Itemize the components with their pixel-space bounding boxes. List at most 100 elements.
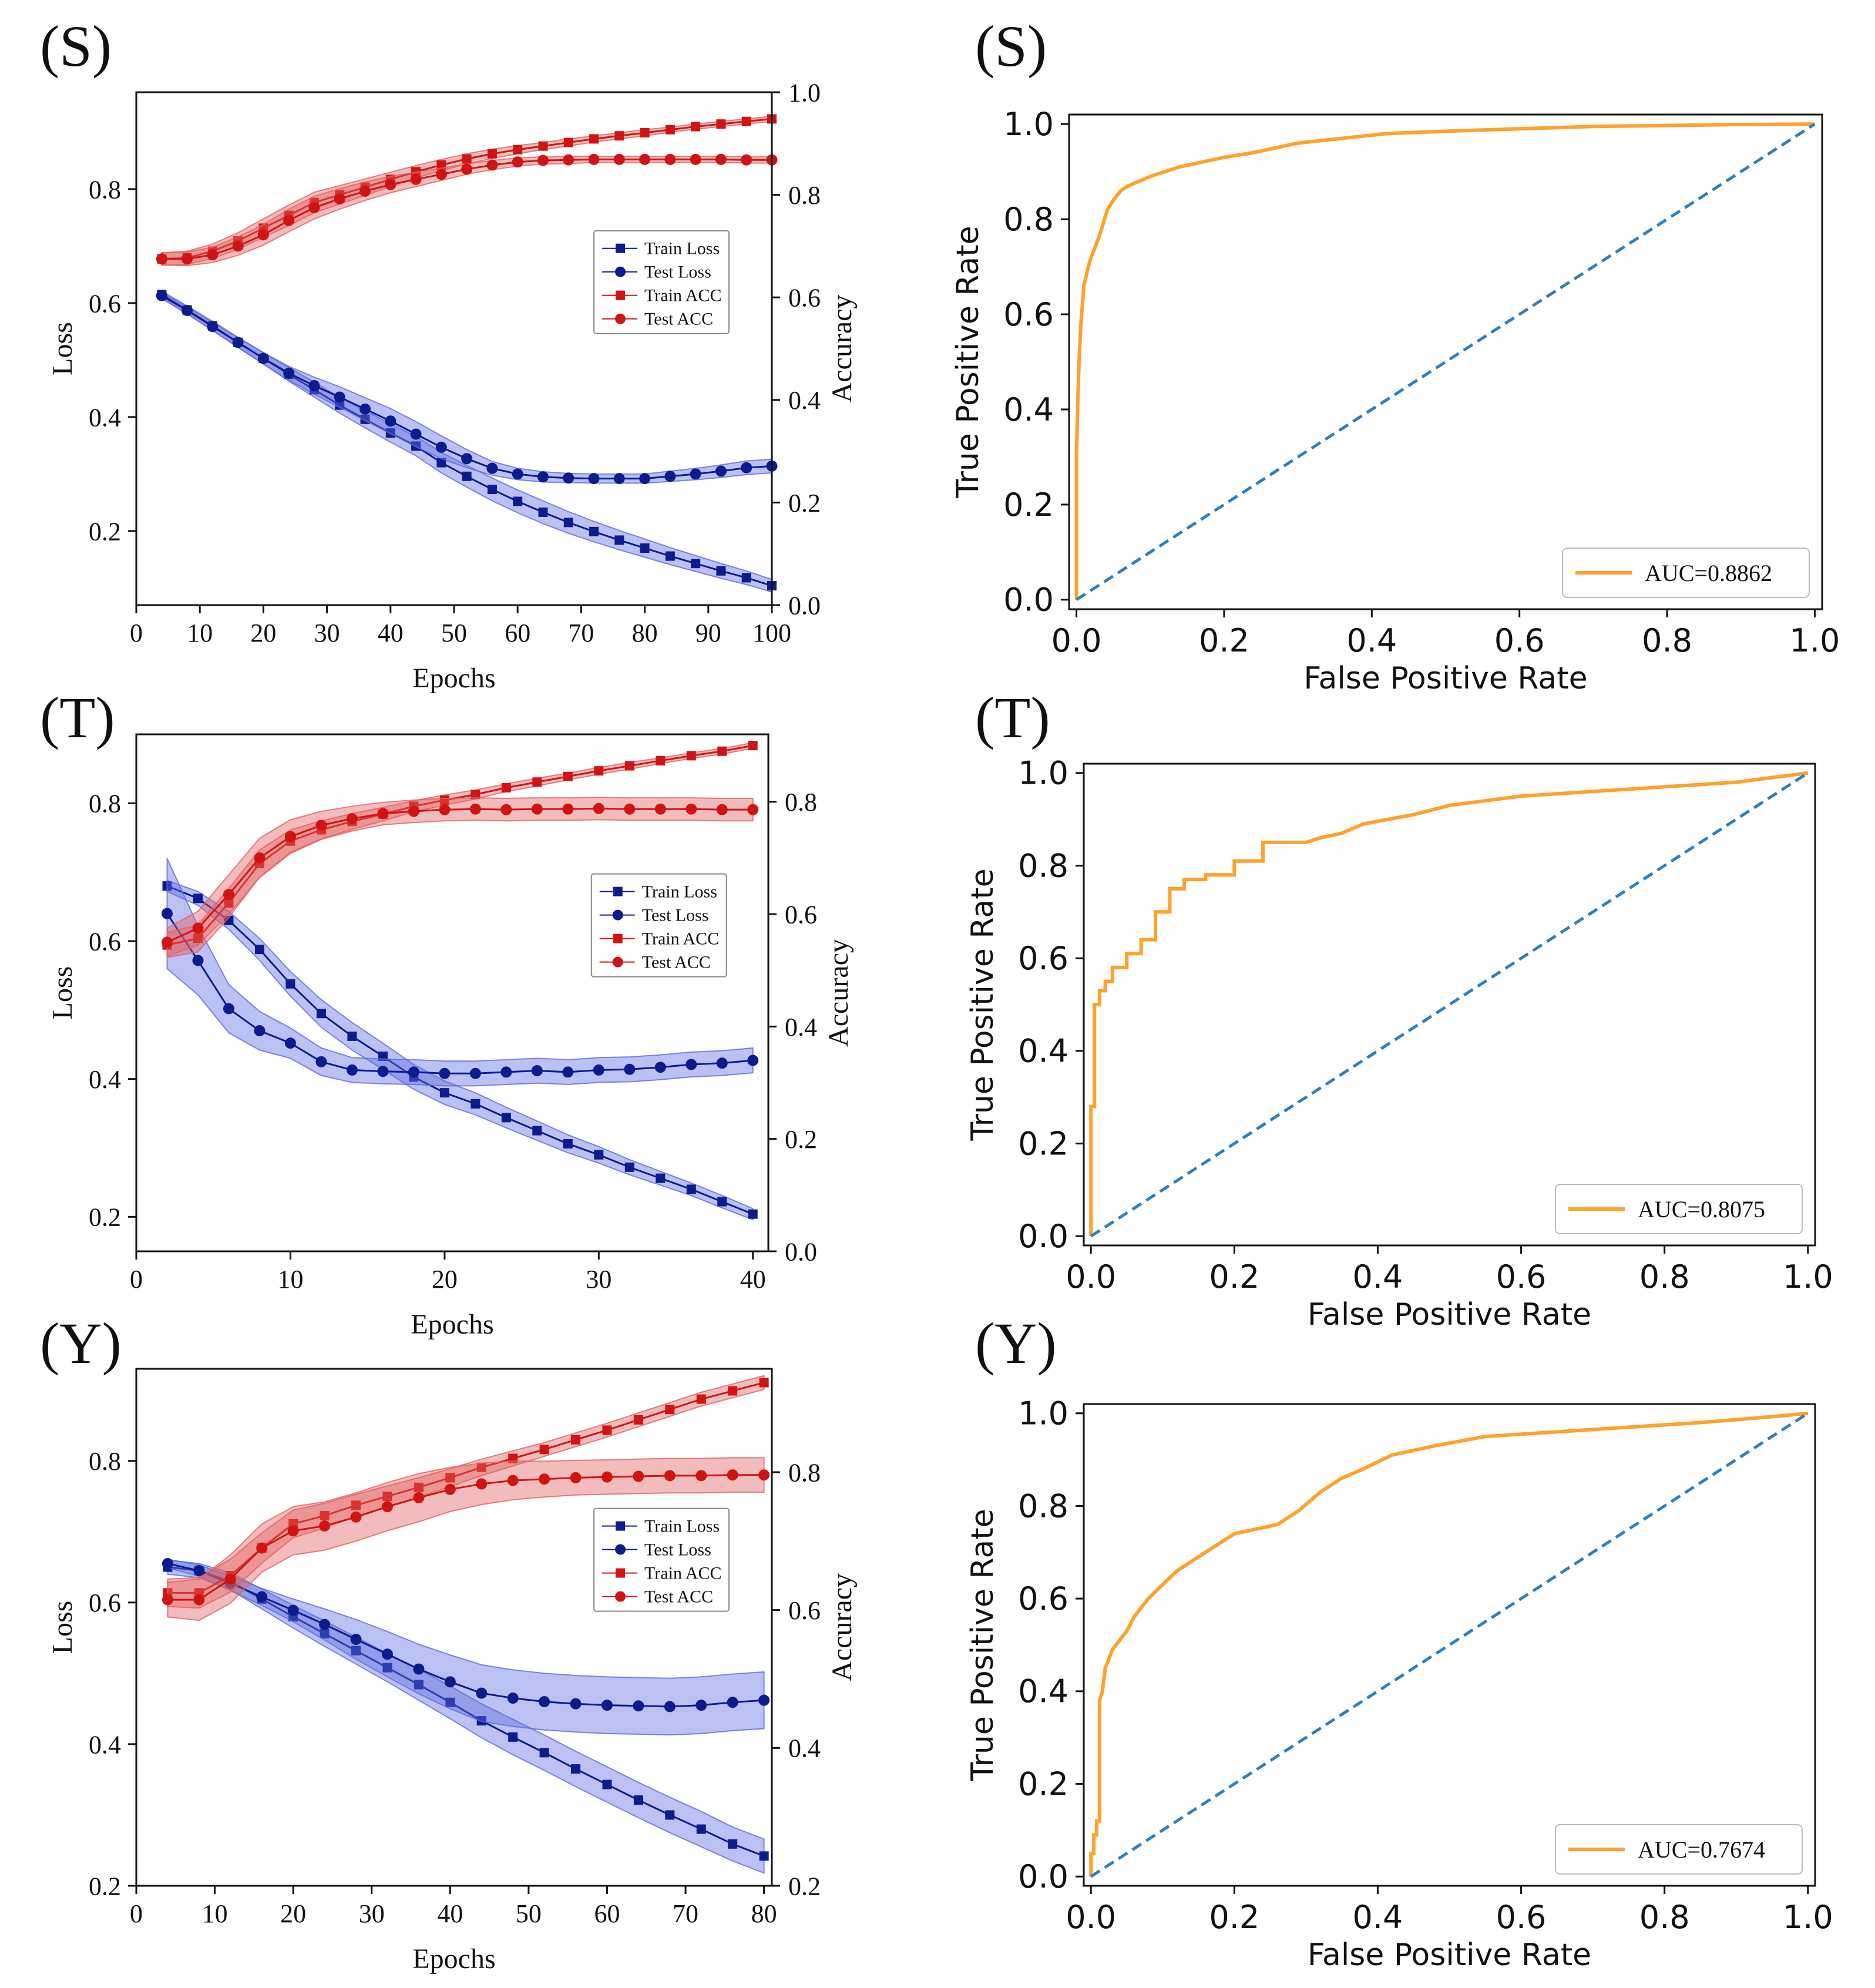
data-point: [462, 154, 472, 164]
data-point: [435, 441, 447, 453]
data-point: [257, 352, 269, 364]
x-tick-label: 0.4: [1352, 1258, 1403, 1295]
data-point: [315, 1056, 327, 1067]
data-point: [413, 1492, 425, 1503]
data-point: [665, 1405, 675, 1415]
data-point: [571, 1764, 581, 1774]
data-point: [716, 566, 726, 576]
x-tick-label: 1.0: [1783, 1258, 1833, 1295]
data-point: [359, 403, 371, 415]
legend-label: Test Loss: [644, 1540, 711, 1560]
series-train-loss: [162, 879, 758, 1221]
y-tick-label: 0.4: [1018, 1033, 1068, 1070]
data-point: [508, 1732, 518, 1742]
plot-frame: [1083, 763, 1816, 1247]
data-point: [487, 149, 497, 159]
panel-label: (S): [40, 14, 112, 79]
data-point: [716, 119, 726, 129]
legend-label: Train Loss: [644, 239, 720, 258]
data-point: [162, 1594, 173, 1606]
data-point: [570, 1472, 582, 1483]
chart-roc-s: (S) 0.0 0.2 0.4 0.6 0.8 1.0 0.0 0.2 0.4 0.6 0.8 1.0 F…: [950, 14, 1840, 696]
data-point: [207, 249, 219, 261]
x-tick-label: 60: [505, 619, 530, 647]
legend-marker: [612, 956, 623, 968]
data-point: [716, 1057, 728, 1069]
data-point: [537, 155, 549, 166]
data-point: [715, 465, 727, 477]
y-tick-label: 0.2: [1018, 1125, 1068, 1162]
data-point: [193, 1565, 205, 1577]
legend-label: Train Loss: [642, 882, 717, 902]
x-tick-label: 10: [187, 619, 213, 647]
data-point: [487, 485, 497, 495]
data-point: [656, 755, 666, 765]
data-point: [193, 1594, 205, 1606]
y-tick-label: 0.8: [1003, 201, 1054, 238]
y-tick-label: 0.6: [89, 927, 121, 956]
x-tick-label: 10: [202, 1899, 228, 1928]
data-point: [381, 1648, 393, 1660]
data-point: [741, 573, 751, 583]
x-tick-label: 0.4: [1352, 1899, 1403, 1936]
data-point: [350, 1633, 362, 1645]
data-point: [224, 915, 234, 925]
data-point: [531, 803, 543, 815]
data-point: [691, 122, 701, 132]
data-point: [537, 471, 549, 483]
data-point: [161, 936, 173, 948]
x-tick-label: 40: [378, 619, 404, 647]
y-tick-label: 0.4: [89, 1730, 121, 1759]
data-point: [759, 1851, 769, 1861]
legend-marker: [613, 933, 623, 943]
data-point: [162, 1558, 173, 1570]
x-tick-label: 0.0: [1066, 1258, 1116, 1295]
y2-axis-label: Accuracy: [826, 1573, 858, 1681]
data-point: [602, 1425, 612, 1435]
y2-tick-label: 0.0: [788, 591, 821, 620]
data-point: [319, 1520, 331, 1532]
panel-label: (T): [975, 685, 1050, 750]
x-tick-label: 0.6: [1496, 1258, 1547, 1295]
data-point: [207, 321, 219, 333]
data-point: [538, 507, 548, 517]
series-test-loss: [156, 290, 778, 485]
data-point: [501, 783, 511, 792]
data-point: [413, 1663, 425, 1675]
data-point: [748, 741, 758, 751]
y-tick-label: 1.0: [1018, 1395, 1068, 1432]
y2-tick-label: 0.8: [788, 181, 821, 210]
y-axis-label: True Positive Rate: [965, 1509, 1000, 1781]
y2-tick-label: 0.0: [785, 1237, 817, 1266]
data-point: [639, 473, 651, 485]
plot-frame: [135, 1368, 773, 1887]
data-point: [224, 1573, 236, 1585]
series-test-acc: [156, 153, 778, 267]
data-point: [256, 1542, 268, 1554]
series-train-loss: [163, 1559, 769, 1874]
data-point: [513, 496, 523, 506]
x-tick-label: 0.0: [1051, 622, 1102, 659]
data-point: [346, 1064, 358, 1076]
legend-label: Test Loss: [642, 906, 709, 925]
y2-tick-label: 0.6: [788, 284, 821, 313]
data-point: [335, 400, 345, 410]
data-point: [601, 1700, 613, 1711]
data-point: [444, 1483, 456, 1495]
data-point: [748, 1209, 758, 1219]
data-point: [182, 305, 193, 317]
legend-box: [590, 873, 727, 978]
data-point: [414, 1482, 424, 1492]
data-point: [593, 1064, 604, 1076]
data-point: [385, 415, 396, 427]
data-point: [741, 116, 751, 126]
x-tick-label: 0.6: [1494, 622, 1545, 659]
data-point: [563, 154, 574, 166]
y2-tick-label: 0.8: [788, 1458, 821, 1487]
legend-label: Test ACC: [644, 1587, 713, 1607]
plot-frame: [1068, 113, 1823, 610]
series-train-loss: [157, 290, 777, 593]
y-tick-label: 0.8: [1018, 847, 1068, 884]
data-point: [562, 803, 574, 815]
x-axis-label: Epochs: [411, 1309, 493, 1340]
